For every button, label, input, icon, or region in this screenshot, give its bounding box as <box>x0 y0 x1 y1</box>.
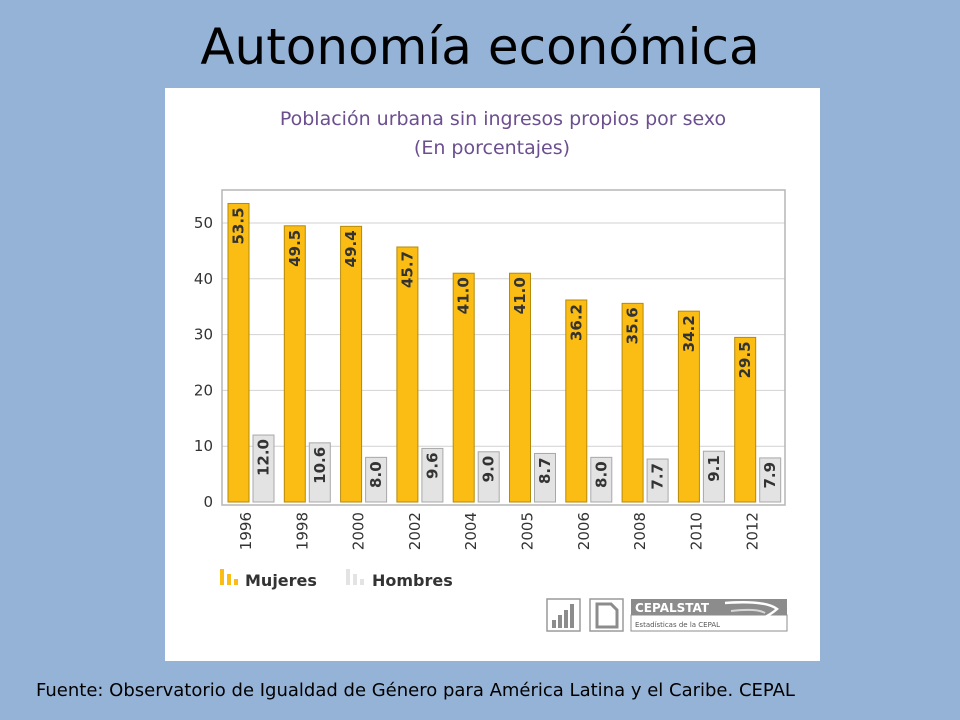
bar-hombres-2005 <box>534 452 556 503</box>
x-axis-ticks: 1996 1998 2000 2002 2004 2005 2006 2008 2010 2012 <box>237 512 762 550</box>
bar-mujeres-2005 <box>509 272 531 503</box>
data-label-mujeres-1996: 53.5 <box>230 207 248 244</box>
logo-name: CEPALSTAT <box>635 601 710 615</box>
bar-hombres-2000 <box>365 456 388 503</box>
legend-mujeres-icon <box>220 569 238 585</box>
data-label-mujeres-2002: 45.7 <box>398 251 416 288</box>
cepalstat-logo[interactable]: CEPALSTAT Estadísticas de la CEPAL <box>630 599 788 632</box>
data-label-hombres-2004: 9.0 <box>480 456 498 483</box>
x-tick-label: 1998 <box>293 512 311 550</box>
chart-panel: Población urbana sin ingresos propios po… <box>165 88 820 661</box>
x-tick-label: 2010 <box>687 512 705 550</box>
x-tick-label: 2005 <box>519 512 537 550</box>
grid <box>222 222 785 447</box>
bar-mujeres-2012 <box>734 336 757 503</box>
data-label-hombres-2005: 8.7 <box>536 457 554 484</box>
bar-hombres-1996 <box>252 434 275 503</box>
bar-mujeres-2000 <box>340 225 363 503</box>
bar-mujeres-1996 <box>227 202 250 503</box>
x-tick-label: 2004 <box>462 512 480 550</box>
bars <box>227 202 782 503</box>
bar-hombres-2008 <box>646 458 669 503</box>
y-tick-label: 20 <box>194 381 213 399</box>
legend: Mujeres Hombres <box>220 569 453 590</box>
legend-hombres-icon <box>346 569 364 585</box>
data-label-hombres-1998: 10.6 <box>311 447 329 484</box>
source-footer: Fuente: Observatorio de Igualdad de Géne… <box>36 680 795 701</box>
slide-title: Autonomía económica <box>200 18 760 76</box>
x-tick-label: 2000 <box>350 512 368 550</box>
bar-mujeres-2002 <box>396 246 419 503</box>
y-tick-label: 30 <box>194 326 213 344</box>
plot-frame <box>221 189 786 506</box>
bar-mujeres-2008 <box>621 302 644 503</box>
x-tick-label: 2008 <box>631 512 649 550</box>
x-tick-label: 2002 <box>406 512 424 550</box>
data-label-mujeres-2006: 36.2 <box>567 304 585 341</box>
logo-tagline: Estadísticas de la CEPAL <box>635 621 720 629</box>
bar-mujeres-1998 <box>283 225 306 503</box>
data-label-hombres-2010: 9.1 <box>705 455 723 482</box>
bar-mujeres-2010 <box>677 310 700 503</box>
chart-title: Población urbana sin ingresos propios po… <box>280 108 726 130</box>
data-label-hombres-1996: 12.0 <box>255 439 273 476</box>
data-label-hombres-2012: 7.9 <box>761 462 779 489</box>
data-labels: 53.5 12.0 49.5 10.6 49.4 8.0 45.7 9.6 41.0 9.0 41.… <box>230 207 780 489</box>
y-tick-label: 40 <box>194 270 213 288</box>
bar-hombres-2012 <box>759 457 782 503</box>
chart-view-icon[interactable] <box>546 598 581 632</box>
chart-subtitle: (En porcentajes) <box>414 137 570 159</box>
data-label-mujeres-2010: 34.2 <box>680 315 698 352</box>
bar-hombres-1998 <box>308 442 331 503</box>
x-tick-label: 1996 <box>237 512 255 550</box>
bar-mujeres-2004 <box>452 272 475 503</box>
y-axis-ticks: 0 10 20 30 40 50 <box>194 214 213 511</box>
bar-chart: Población urbana sin ingresos propios po… <box>194 108 788 632</box>
data-label-hombres-2002: 9.6 <box>423 452 441 479</box>
data-label-hombres-2008: 7.7 <box>649 463 667 490</box>
data-label-mujeres-2005: 41.0 <box>511 277 529 314</box>
data-label-mujeres-1998: 49.5 <box>286 230 304 267</box>
data-label-mujeres-2008: 35.6 <box>624 307 642 344</box>
data-label-hombres-2006: 8.0 <box>592 461 610 488</box>
y-tick-label: 10 <box>194 437 213 455</box>
x-tick-label: 2006 <box>575 512 593 550</box>
data-label-mujeres-2012: 29.5 <box>736 341 754 378</box>
data-label-mujeres-2004: 41.0 <box>455 277 473 314</box>
bar-hombres-2006 <box>590 456 613 503</box>
bar-hombres-2002 <box>421 447 444 503</box>
y-tick-label: 50 <box>194 214 213 232</box>
bar-mujeres-2006 <box>565 299 588 503</box>
data-label-mujeres-2000: 49.4 <box>342 230 360 267</box>
bar-hombres-2010 <box>702 450 725 503</box>
document-icon[interactable] <box>589 598 624 632</box>
bar-hombres-2004 <box>477 451 500 503</box>
legend-mujeres-label: Mujeres <box>245 571 317 590</box>
legend-hombres-label: Hombres <box>372 571 453 590</box>
x-tick-label: 2012 <box>744 512 762 550</box>
data-label-hombres-2000: 8.0 <box>367 461 385 488</box>
y-tick-label: 0 <box>203 493 213 511</box>
